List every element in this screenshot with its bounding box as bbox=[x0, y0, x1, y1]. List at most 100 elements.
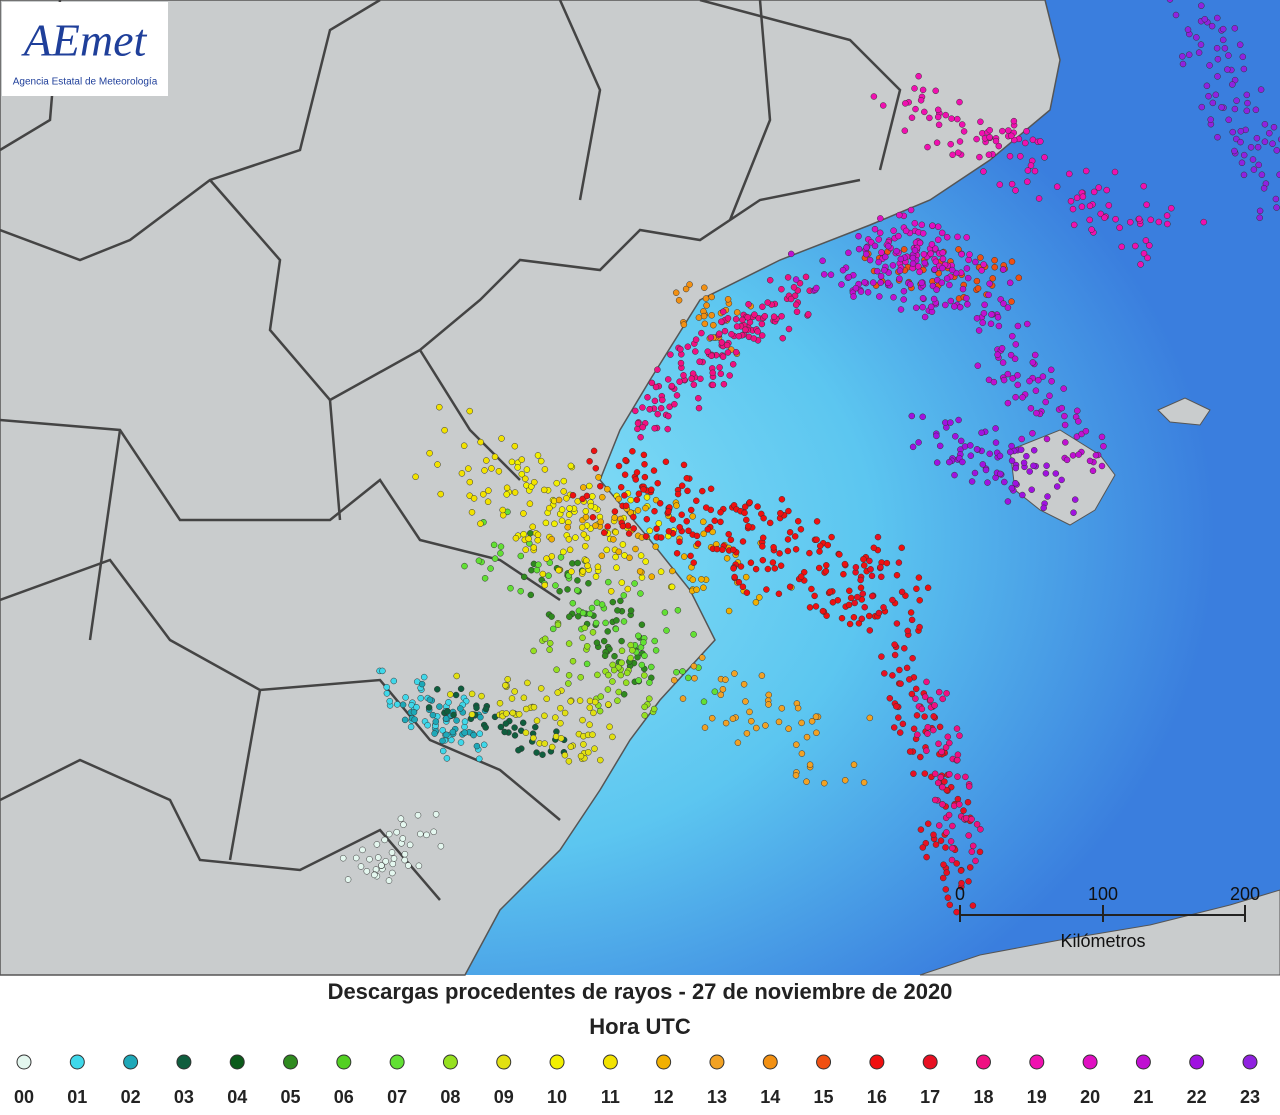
lightning-dot bbox=[643, 515, 651, 523]
lightning-dot bbox=[819, 607, 827, 615]
lightning-dot bbox=[567, 462, 575, 470]
lightning-dot bbox=[920, 251, 928, 258]
lightning-dot bbox=[977, 826, 984, 833]
legend-label: 14 bbox=[760, 1087, 780, 1107]
lightning-dot bbox=[865, 612, 873, 620]
lightning-dot bbox=[1179, 53, 1186, 60]
lightning-dot bbox=[620, 592, 628, 599]
lightning-dot bbox=[937, 837, 945, 844]
lightning-dot bbox=[985, 151, 993, 158]
lightning-dot bbox=[931, 770, 939, 778]
lightning-dot bbox=[610, 536, 617, 543]
lightning-dot bbox=[921, 313, 929, 321]
lightning-dot bbox=[541, 466, 549, 473]
lightning-dot bbox=[490, 541, 498, 549]
lightning-dot bbox=[986, 126, 993, 134]
lightning-dot bbox=[1024, 320, 1031, 328]
lightning-dot bbox=[797, 526, 805, 533]
lightning-dot bbox=[678, 482, 686, 489]
lightning-dot bbox=[1118, 243, 1125, 251]
lightning-dot bbox=[606, 723, 613, 731]
lightning-dot bbox=[966, 864, 974, 871]
lightning-dot bbox=[893, 703, 900, 710]
lightning-dot bbox=[685, 527, 692, 535]
lightning-dot bbox=[512, 534, 520, 542]
lightning-dot bbox=[498, 435, 505, 442]
lightning-dot bbox=[924, 584, 932, 592]
lightning-dot bbox=[711, 517, 718, 525]
lightning-dot bbox=[539, 751, 546, 758]
legend-swatch bbox=[816, 1054, 832, 1070]
lightning-dot bbox=[957, 867, 965, 874]
lightning-dot bbox=[1244, 99, 1251, 107]
lightning-dot bbox=[1193, 34, 1200, 41]
lightning-dot bbox=[535, 561, 542, 568]
lightning-dot bbox=[816, 542, 824, 550]
lightning-dot bbox=[693, 586, 700, 593]
lightning-dot bbox=[932, 841, 940, 848]
lightning-dot bbox=[742, 698, 749, 705]
lightning-dot bbox=[1014, 322, 1022, 330]
logo-subtitle: Agencia Estatal de Meteorología bbox=[13, 77, 158, 88]
lightning-dot bbox=[541, 635, 549, 643]
lightning-dot bbox=[507, 584, 514, 592]
lightning-dot bbox=[718, 318, 725, 325]
lightning-dot bbox=[954, 751, 962, 758]
legend-swatch bbox=[69, 1054, 85, 1070]
lightning-dot bbox=[924, 143, 931, 151]
lightning-dot bbox=[1269, 140, 1276, 147]
lightning-dot bbox=[930, 713, 937, 720]
lightning-dot bbox=[470, 495, 478, 502]
lightning-dot bbox=[621, 492, 628, 499]
lightning-dot bbox=[779, 334, 786, 342]
lightning-dot bbox=[921, 713, 928, 720]
lightning-dot bbox=[445, 699, 452, 706]
lightning-dot bbox=[936, 723, 944, 731]
lightning-dot bbox=[845, 601, 853, 609]
lightning-dot bbox=[1144, 254, 1151, 262]
lightning-dot bbox=[1218, 104, 1225, 111]
lightning-dot bbox=[618, 637, 625, 645]
lightning-dot bbox=[622, 679, 630, 686]
lightning-dot bbox=[860, 555, 867, 563]
lightning-dot bbox=[565, 758, 573, 765]
lightning-dot bbox=[1095, 184, 1102, 191]
lightning-dot bbox=[473, 742, 481, 750]
lightning-dot bbox=[852, 284, 860, 292]
lightning-dot bbox=[546, 646, 553, 653]
lightning-dot bbox=[952, 433, 959, 440]
lightning-dot bbox=[936, 442, 944, 450]
lightning-dot bbox=[885, 242, 892, 250]
lightning-dot bbox=[947, 838, 955, 845]
lightning-dot bbox=[552, 714, 559, 721]
lightning-dot bbox=[687, 506, 695, 514]
lightning-dot bbox=[730, 546, 737, 554]
lightning-dot bbox=[1082, 427, 1090, 435]
legend-title: Hora UTC bbox=[589, 1014, 691, 1039]
lightning-dot bbox=[1031, 167, 1039, 175]
lightning-dot bbox=[564, 523, 571, 531]
lightning-dot bbox=[1070, 221, 1078, 229]
lightning-dot bbox=[401, 856, 408, 864]
lightning-dot bbox=[651, 507, 658, 515]
lightning-dot bbox=[700, 698, 708, 705]
lightning-dot bbox=[949, 844, 956, 852]
lightning-dot bbox=[1203, 82, 1211, 90]
lightning-dot bbox=[638, 621, 646, 628]
lightning-dot bbox=[871, 225, 879, 233]
lightning-dot bbox=[933, 432, 940, 440]
lightning-dot bbox=[792, 276, 800, 283]
lightning-dot bbox=[1240, 171, 1248, 179]
lightning-dot bbox=[1092, 452, 1100, 459]
lightning-dot bbox=[417, 830, 424, 838]
lightning-dot bbox=[962, 814, 970, 822]
lightning-dot bbox=[876, 293, 883, 300]
lightning-dot bbox=[1008, 484, 1016, 492]
lightning-dot bbox=[857, 584, 865, 591]
lightning-dot bbox=[653, 525, 660, 533]
lightning-dot bbox=[561, 709, 569, 717]
lightning-dot bbox=[530, 734, 537, 742]
lightning-dot bbox=[988, 311, 995, 318]
lightning-dot bbox=[1111, 168, 1119, 176]
lightning-dot bbox=[1224, 66, 1231, 73]
